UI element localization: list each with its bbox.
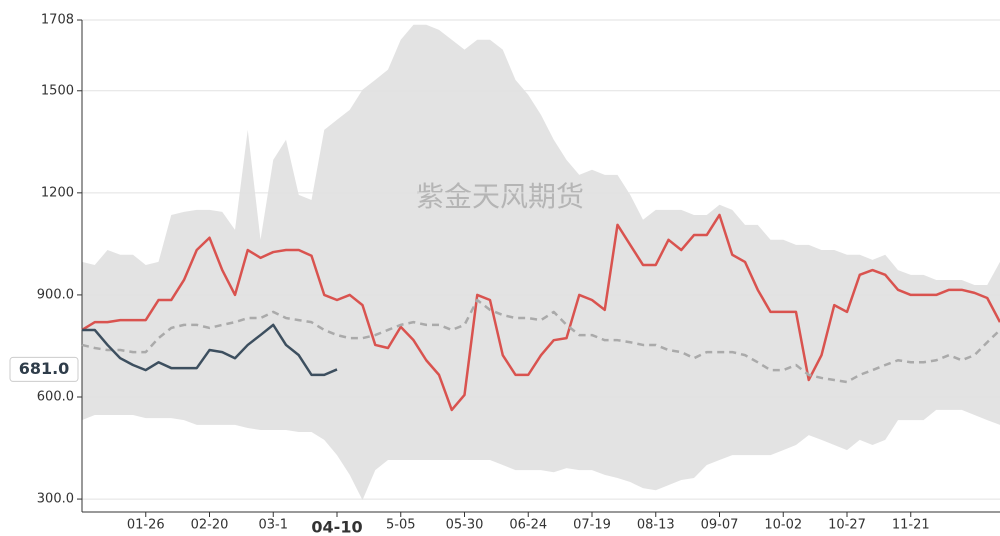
watermark: 紫金天风期货 [416,180,584,213]
x-tick-label: 01-26 [127,518,165,533]
x-tick-label: 08-13 [637,518,675,533]
current-value-box [9,356,79,382]
y-tick-label: 600.0 [37,389,74,404]
x-tick-label: 02-20 [191,518,229,533]
x-tick-label: 05-30 [446,518,484,533]
range-band [82,24,1000,501]
x-tick-label: 10-27 [828,518,866,533]
y-tick-label: 1500 [41,83,74,98]
series-line [82,323,338,377]
x-tick-label: 09-07 [701,518,739,533]
x-tick-label: 07-19 [573,518,611,533]
y-tick-label: 1708 [41,13,74,28]
y-tick-label: 300.0 [37,492,74,507]
y-tick-label: 900.0 [37,287,74,302]
x-tick-label: 06-24 [509,518,547,533]
x-tick-label: 04-10 [311,518,362,536]
x-tick-label: 03-1 [258,518,288,533]
x-tick-label: 10-02 [764,518,802,533]
y-tick-label: 1200 [41,185,74,200]
current-value-label: 681.0 [19,359,70,378]
x-tick-label: 11-21 [892,518,930,533]
series-line [81,213,1000,412]
x-tick-label: 5-05 [386,518,416,533]
